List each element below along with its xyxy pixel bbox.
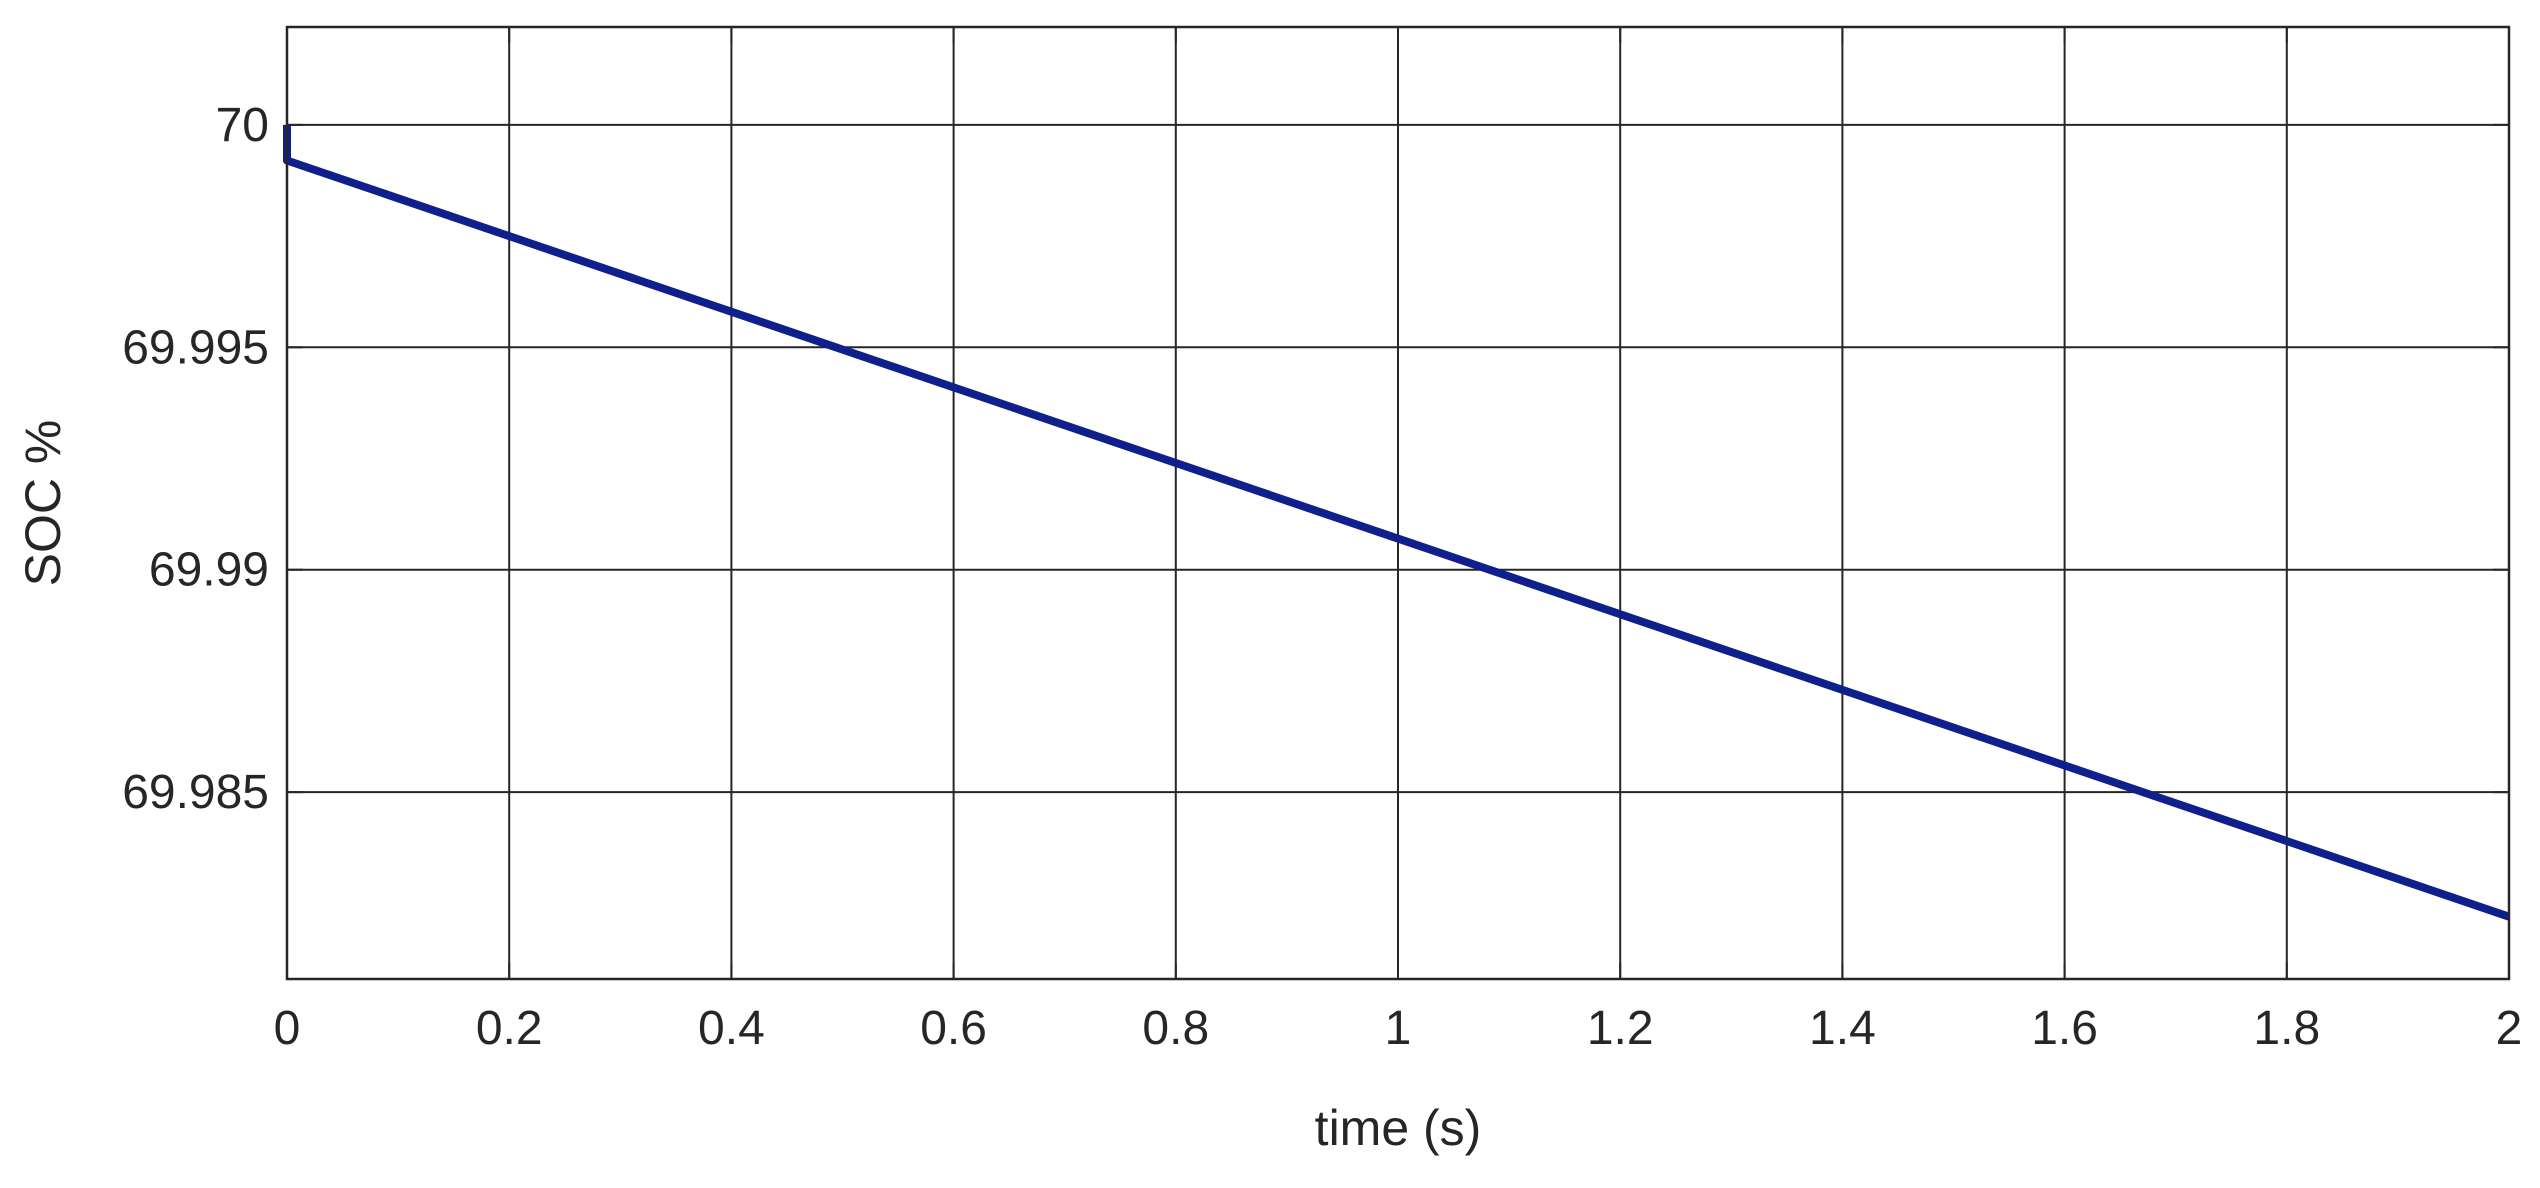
x-tick-label: 0 — [274, 1002, 301, 1055]
y-tick-label: 69.995 — [122, 321, 269, 374]
x-tick-label: 2 — [2496, 1002, 2523, 1055]
x-tick-label: 1 — [1385, 1002, 1412, 1055]
x-tick-label: 0.6 — [920, 1002, 987, 1055]
x-tick-label: 0.4 — [698, 1002, 765, 1055]
y-axis-label: SOC % — [15, 420, 71, 587]
x-tick-label: 0.2 — [476, 1002, 543, 1055]
x-tick-label: 0.8 — [1142, 1002, 1209, 1055]
x-tick-label: 1.2 — [1587, 1002, 1654, 1055]
y-tick-label: 70 — [216, 99, 269, 152]
y-tick-label: 69.985 — [122, 766, 269, 819]
x-tick-label: 1.4 — [1809, 1002, 1876, 1055]
y-tick-label: 69.99 — [149, 544, 269, 597]
x-tick-label: 1.6 — [2031, 1002, 2098, 1055]
x-axis-label: time (s) — [1315, 1100, 1482, 1156]
tick-labels: 0 0.2 0.4 0.6 0.8 1 1.2 1.4 1.6 1.8 2 69.985 69.99 69… — [122, 27, 2522, 1055]
x-tick-label: 1.8 — [2253, 1002, 2320, 1055]
